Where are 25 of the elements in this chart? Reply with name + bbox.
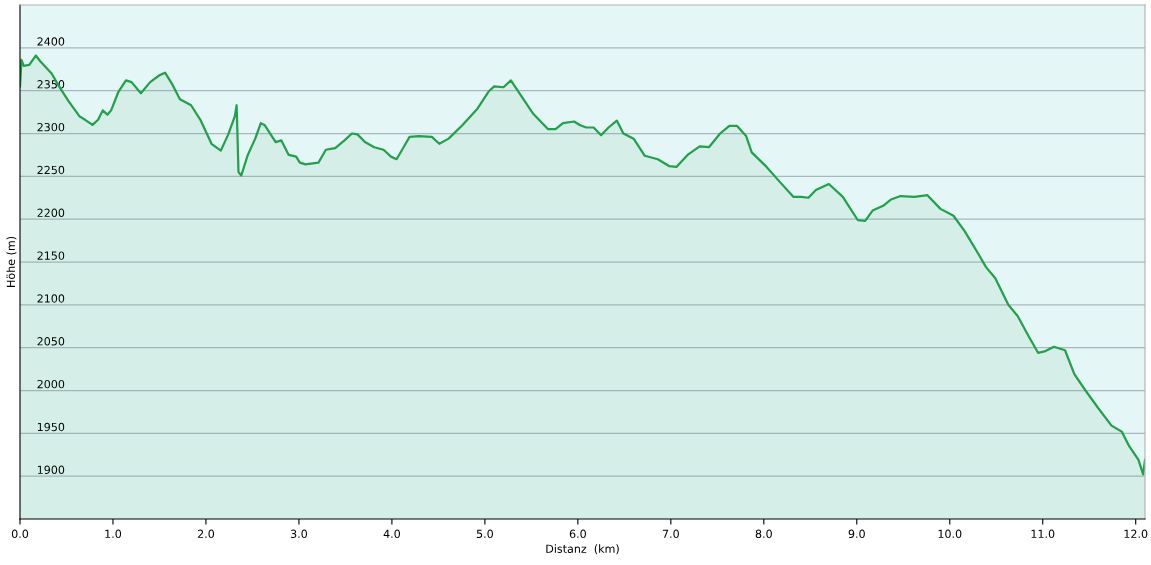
y-tick-label: 2050 [37,337,65,346]
x-tick-label: 2.0 [197,529,215,539]
x-tick-label: 9.0 [848,529,865,539]
y-tick-label: 2100 [37,294,65,303]
y-tick-label: 2400 [37,37,65,46]
y-tick-label: 1950 [37,422,65,432]
y-tick-label: 2300 [37,122,65,132]
x-tick-label: 10.0 [938,529,962,539]
y-tick-label: 2250 [37,165,65,175]
y-tick-label: 1900 [37,465,65,475]
y-tick-label: 2000 [37,379,65,389]
x-tick-label: 1.0 [105,529,122,539]
x-tick-label: 11.0 [1031,529,1055,539]
y-tick-label: 2200 [37,208,65,218]
y-axis-title: Höhe (m) [6,236,17,287]
x-tick-label: 12.0 [1124,529,1148,539]
x-tick-label: 5.0 [476,529,493,539]
x-tick-label: 6.0 [569,529,586,539]
x-tick-label: 7.0 [662,529,679,539]
x-tick-label: 0.0 [11,529,29,539]
x-axis-title: Distanz (km) [546,544,619,555]
x-tick-label: 8.0 [755,529,772,539]
x-tick-label: 4.0 [383,529,400,539]
y-tick-label: 2150 [37,251,65,260]
x-tick-label: 3.0 [290,529,308,539]
